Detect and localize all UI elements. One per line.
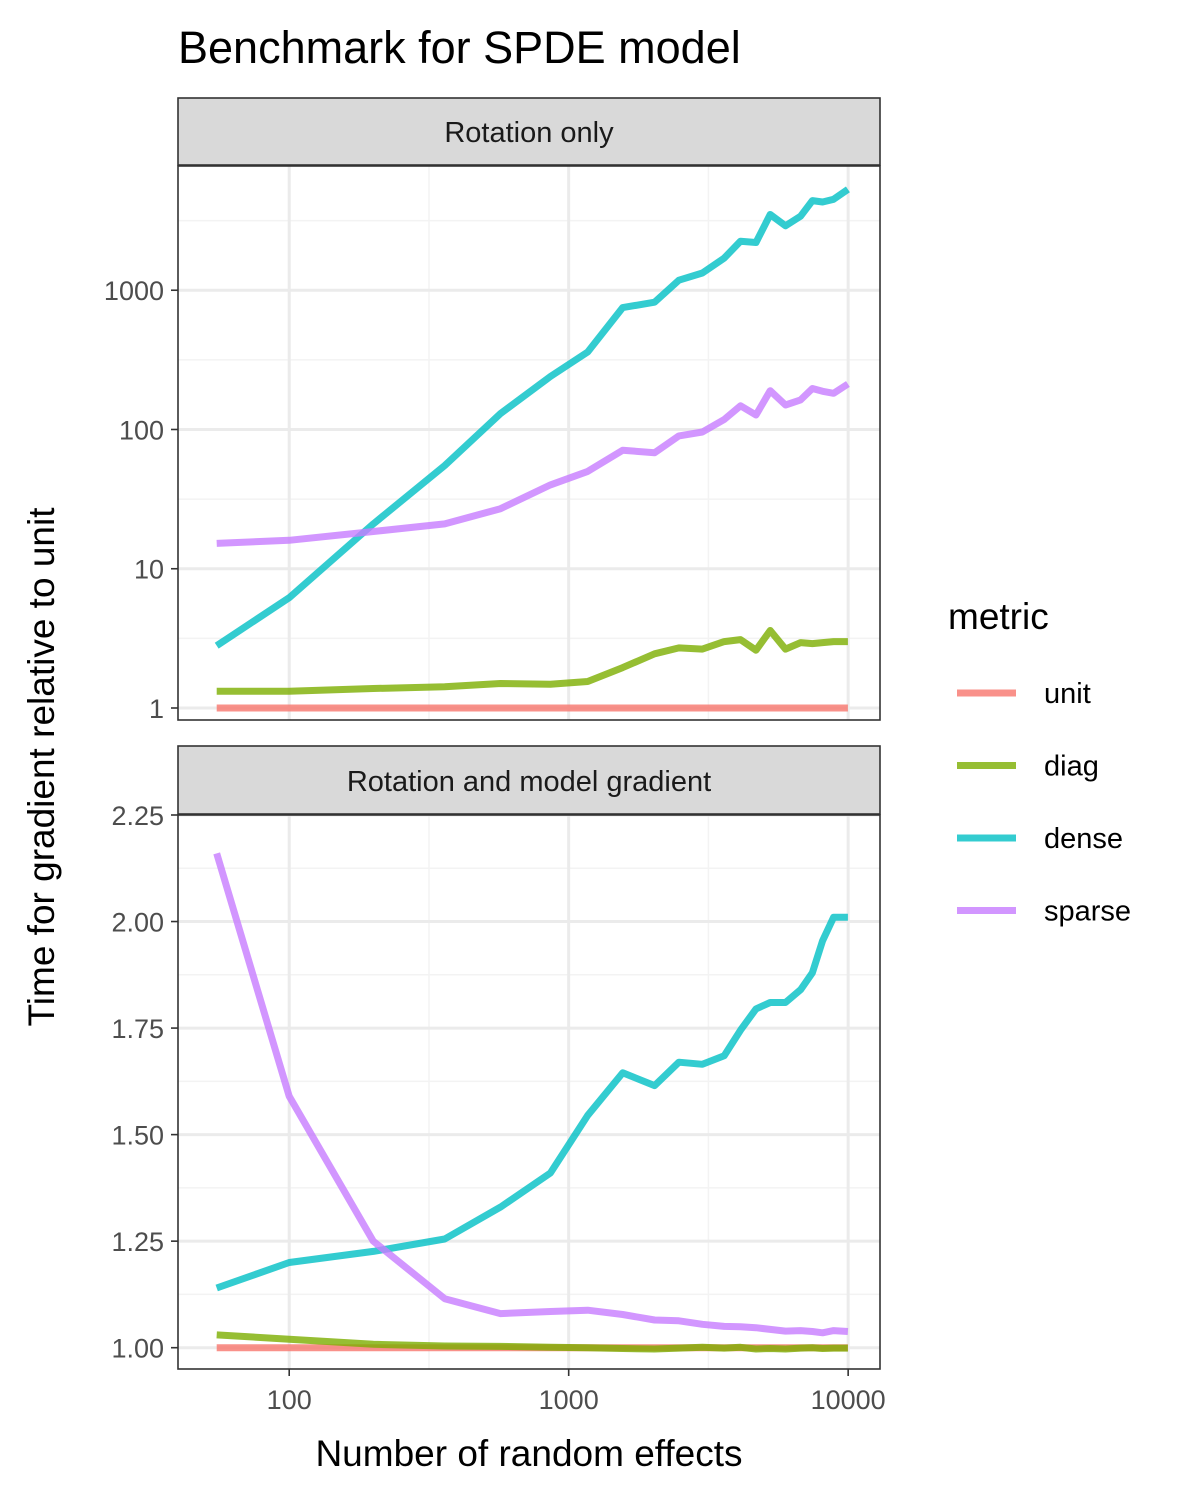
legend-label-unit: unit (1044, 678, 1091, 710)
panel-rotation-and-model-gradient: Rotation and model gradient 1.00 1.25 1.50… (111, 745, 881, 1370)
series-lines (213, 852, 849, 1353)
series-line-sparse (213, 852, 849, 1337)
strip-background (177, 97, 881, 166)
panel-border (177, 814, 881, 1370)
strip-label: Rotation and model gradient (347, 766, 711, 798)
series-line-sparse (216, 381, 850, 547)
y-tick-label: 100 (119, 415, 164, 445)
y-axis: 1.00 1.25 1.50 1.75 2.00 2.25 (111, 801, 178, 1364)
legend-label-diag: diag (1044, 751, 1099, 783)
series-lines (214, 186, 850, 712)
x-tick-label: 1000 (539, 1385, 599, 1415)
y-tick-label: 1.25 (111, 1227, 164, 1257)
legend-label-dense: dense (1044, 823, 1123, 855)
y-tick-label: 1.00 (111, 1334, 164, 1364)
y-tick-label: 2.00 (111, 908, 164, 938)
legend: metric unit diag dense sparse (948, 596, 1131, 928)
panel-grid (178, 813, 880, 1369)
legend-label-sparse: sparse (1044, 896, 1131, 928)
panel-border (177, 165, 881, 721)
y-axis-title: Time for gradient relative to unit (21, 507, 62, 1027)
y-tick-label: 2.25 (111, 801, 164, 831)
series-line-diag (216, 627, 848, 695)
series-line-dense (214, 186, 850, 649)
x-tick-label: 10000 (811, 1385, 886, 1415)
y-tick-label: 1 (149, 694, 164, 724)
series-line-diag (216, 1331, 848, 1353)
y-tick-label: 1.75 (111, 1014, 164, 1044)
y-axis: 1 10 100 1000 (104, 276, 178, 724)
x-tick-label: 100 (267, 1385, 312, 1415)
y-tick-label: 10 (134, 555, 164, 585)
y-tick-label: 1000 (104, 276, 164, 306)
y-tick-label: 1.50 (111, 1121, 164, 1151)
strip-label: Rotation only (444, 117, 614, 149)
chart-title: Benchmark for SPDE model (178, 22, 741, 73)
x-axis-title: Number of random effects (315, 1433, 742, 1474)
strip-background (177, 745, 881, 815)
series-line-dense (215, 913, 848, 1292)
legend-title: metric (948, 596, 1049, 637)
x-axis: 100 1000 10000 (267, 1369, 886, 1415)
panel-rotation-only: Rotation only 1 10 100 1000 (104, 97, 881, 724)
